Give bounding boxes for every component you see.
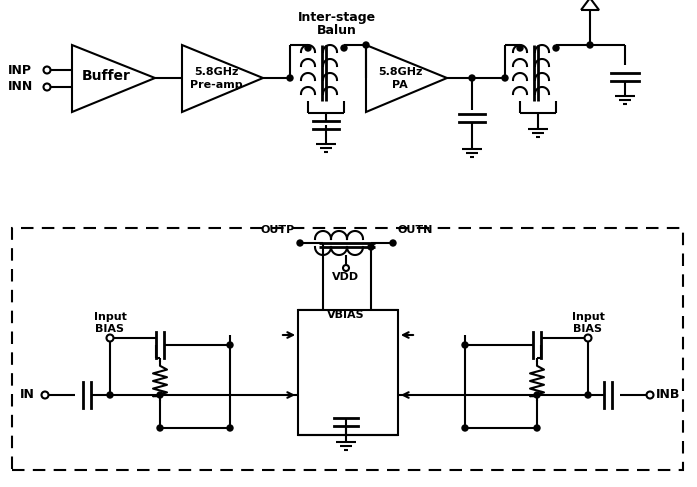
Circle shape [227,342,233,348]
Text: Pre-amp: Pre-amp [190,80,243,90]
Circle shape [390,240,396,246]
Circle shape [107,392,113,398]
Text: 5.8GHz: 5.8GHz [378,67,422,77]
Circle shape [585,392,591,398]
Circle shape [469,75,475,81]
Circle shape [647,392,654,398]
Circle shape [517,45,523,51]
Text: INN: INN [8,80,33,94]
Text: BIAS: BIAS [574,324,602,334]
Text: IN: IN [20,389,34,401]
Text: Buffer: Buffer [82,69,130,83]
Circle shape [157,392,163,398]
Text: 5.8GHz: 5.8GHz [194,67,238,77]
Circle shape [368,244,374,250]
Text: PA: PA [392,80,408,90]
Circle shape [42,392,49,398]
Circle shape [157,425,163,431]
Text: VDD: VDD [332,272,360,282]
Circle shape [43,83,50,91]
Circle shape [502,75,508,81]
Circle shape [462,342,468,348]
Text: INB: INB [656,389,680,401]
Circle shape [462,425,468,431]
Text: VBIAS: VBIAS [327,310,365,320]
Text: OUTP: OUTP [261,225,295,235]
Text: INP: INP [8,63,32,76]
Circle shape [534,392,540,398]
Circle shape [363,42,369,48]
Circle shape [553,45,559,51]
Circle shape [341,45,347,51]
Circle shape [43,67,50,74]
Circle shape [587,42,593,48]
Circle shape [343,265,349,271]
Text: Inter-stage: Inter-stage [298,12,376,24]
Text: Input: Input [93,312,126,322]
Circle shape [297,240,303,246]
Circle shape [534,425,540,431]
Circle shape [287,75,293,81]
Circle shape [305,45,311,51]
Text: OUTN: OUTN [398,225,434,235]
Text: Balun: Balun [317,24,357,37]
Circle shape [107,335,114,341]
Bar [298,310,398,435]
Text: BIAS: BIAS [95,324,125,334]
Text: Input: Input [572,312,604,322]
Circle shape [227,425,233,431]
Bar [12,228,683,470]
Circle shape [585,335,592,341]
